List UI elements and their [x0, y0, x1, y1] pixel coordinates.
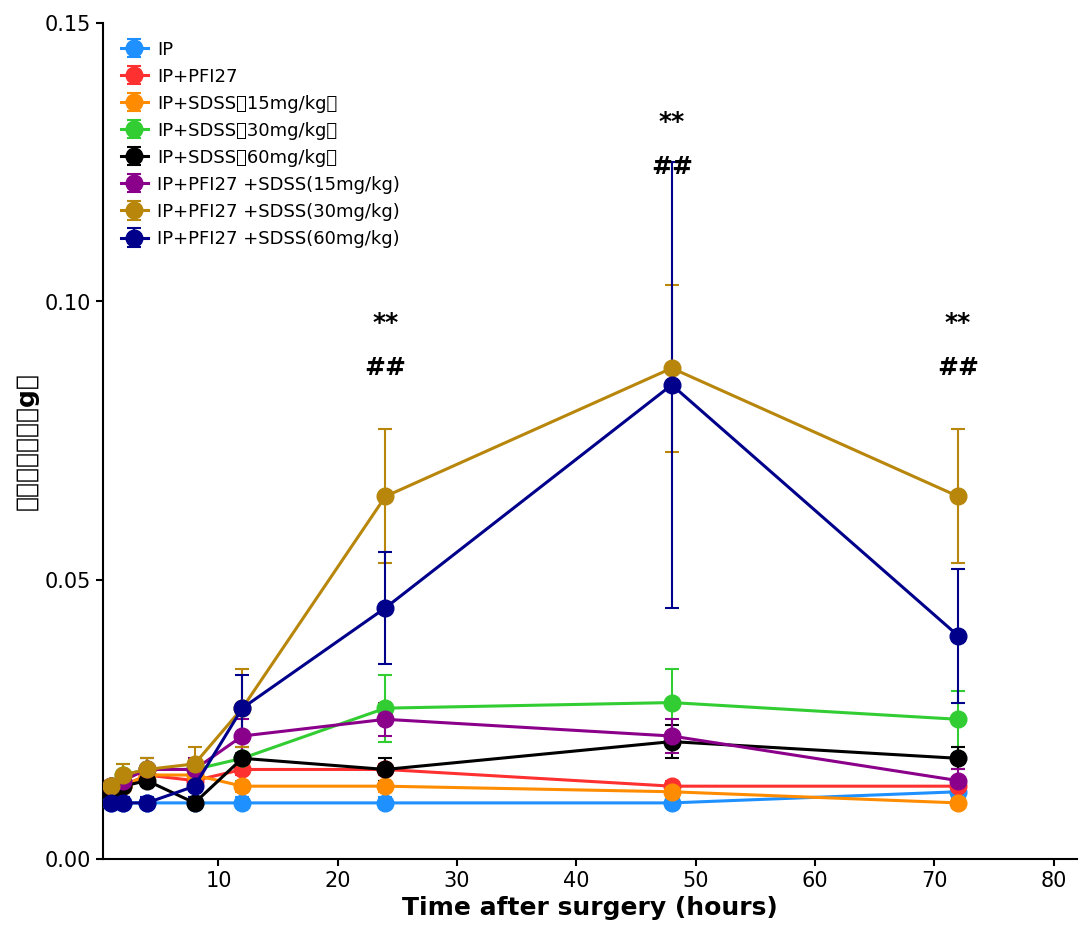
- Text: **: **: [658, 110, 685, 135]
- Text: ##: ##: [937, 355, 978, 380]
- Text: ##: ##: [365, 355, 406, 380]
- Text: ##: ##: [651, 155, 692, 179]
- Legend: IP, IP+PFI27, IP+SDSS（15mg/kg）, IP+SDSS（30mg/kg）, IP+SDSS（60mg/kg）, IP+PFI27 +SD: IP, IP+PFI27, IP+SDSS（15mg/kg）, IP+SDSS（…: [111, 32, 408, 257]
- X-axis label: Time after surgery (hours): Time after surgery (hours): [402, 896, 778, 920]
- Text: **: **: [945, 311, 971, 335]
- Y-axis label: 机械缩足阈値（g）: 机械缩足阈値（g）: [15, 372, 39, 510]
- Text: **: **: [372, 311, 399, 335]
